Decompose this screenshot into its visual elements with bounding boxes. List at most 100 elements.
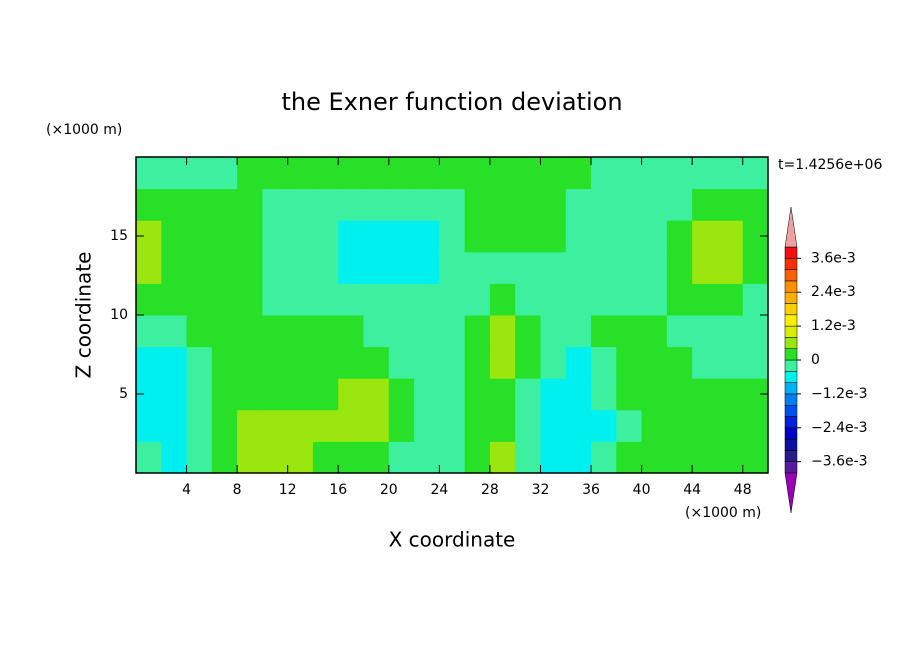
contour-cell: [641, 441, 668, 474]
x-axis-label: X coordinate: [389, 528, 516, 552]
contour-cell: [666, 251, 693, 284]
contour-cell: [338, 346, 365, 379]
colorbar-box: [784, 258, 798, 270]
contour-cell: [186, 441, 213, 474]
contour-cell: [591, 188, 617, 221]
contour-cell: [591, 441, 617, 474]
contour-cell: [717, 441, 744, 474]
contour-cell: [565, 157, 592, 190]
y-tick-label: 15: [110, 228, 128, 244]
contour-cell: [717, 409, 744, 442]
colorbar-box: [784, 438, 798, 451]
contour-cell: [414, 441, 440, 474]
colorbar-box: [784, 416, 798, 429]
contour-cell: [414, 220, 440, 253]
contour-cell: [565, 220, 592, 253]
contour-cell: [540, 378, 567, 411]
contour-cell: [666, 346, 693, 379]
contour-cell: [717, 157, 744, 190]
contour-cell: [666, 409, 693, 442]
contour-cell: [363, 251, 390, 284]
contour-cell: [186, 346, 213, 379]
x-tick-label: 20: [380, 482, 398, 498]
contour-cell: [515, 188, 541, 221]
contour-cell: [515, 409, 541, 442]
contour-cell: [742, 251, 769, 284]
x-tick-label: 40: [633, 482, 651, 498]
colorbar-triangle: [784, 472, 798, 514]
colorbar-box: [784, 427, 798, 440]
contour-cell: [717, 220, 744, 253]
contour-cell: [742, 315, 769, 348]
contour-cell: [338, 251, 365, 284]
contour-cell: [262, 315, 289, 348]
contour-cell: [388, 283, 415, 316]
contour-cell: [464, 315, 491, 348]
x-tick-label: 16: [329, 482, 347, 498]
colorbar-triangle: [784, 206, 798, 248]
contour-cell: [312, 283, 339, 316]
contour-cell: [742, 346, 769, 379]
colorbar-box: [784, 348, 798, 361]
contour-cell: [211, 409, 238, 442]
contour-cell: [388, 188, 415, 221]
contour-cell: [489, 409, 516, 442]
contour-cell: [692, 409, 718, 442]
contour-cell: [464, 220, 491, 253]
contour-cell: [515, 441, 541, 474]
contour-cell: [312, 251, 339, 284]
contour-cell: [616, 157, 643, 190]
contour-cell: [515, 157, 541, 190]
contour-cell: [262, 220, 289, 253]
contour-cell: [414, 409, 440, 442]
contour-cell: [363, 220, 390, 253]
contour-cell: [464, 409, 491, 442]
contour-cell: [540, 346, 567, 379]
contour-cell: [388, 346, 415, 379]
contour-cell: [287, 441, 314, 474]
contour-cell: [666, 188, 693, 221]
contour-cell: [565, 188, 592, 221]
contour-cell: [565, 441, 592, 474]
contour-cell: [489, 188, 516, 221]
contour-cell: [237, 251, 263, 284]
colorbar-label: 0: [811, 352, 820, 368]
contour-cell: [211, 283, 238, 316]
contour-cell: [692, 441, 718, 474]
contour-cell: [616, 315, 643, 348]
contour-cell: [717, 378, 744, 411]
contour-cell: [136, 409, 162, 442]
contour-cell: [262, 346, 289, 379]
contour-cell: [211, 251, 238, 284]
contour-cell: [161, 409, 188, 442]
contour-cell: [591, 220, 617, 253]
contour-cell: [641, 346, 668, 379]
contour-cell: [666, 441, 693, 474]
contour-cell: [591, 378, 617, 411]
colorbar-box: [784, 371, 798, 383]
contour-cell: [540, 441, 567, 474]
contour-cell: [287, 346, 314, 379]
colorbar-box: [784, 246, 798, 259]
contour-cell: [161, 346, 188, 379]
contour-cell: [186, 283, 213, 316]
x-tick-label: 32: [532, 482, 550, 498]
contour-cell: [388, 409, 415, 442]
contour-cell: [591, 409, 617, 442]
contour-cell: [186, 409, 213, 442]
annotation: t=1.4256e+06: [778, 157, 882, 173]
contour-cell: [591, 251, 617, 284]
contour-cell: [616, 220, 643, 253]
x-unit: (×1000 m): [685, 505, 761, 521]
contour-cell: [237, 157, 263, 190]
contour-cell: [414, 188, 440, 221]
contour-cell: [312, 157, 339, 190]
contour-cell: [540, 283, 567, 316]
y-unit: (×1000 m): [46, 122, 122, 138]
x-tick-label: 28: [481, 482, 499, 498]
contour-cell: [287, 283, 314, 316]
contour-cell: [641, 283, 668, 316]
contour-cell: [136, 315, 162, 348]
contour-cell: [161, 157, 188, 190]
contour-cell: [439, 346, 466, 379]
